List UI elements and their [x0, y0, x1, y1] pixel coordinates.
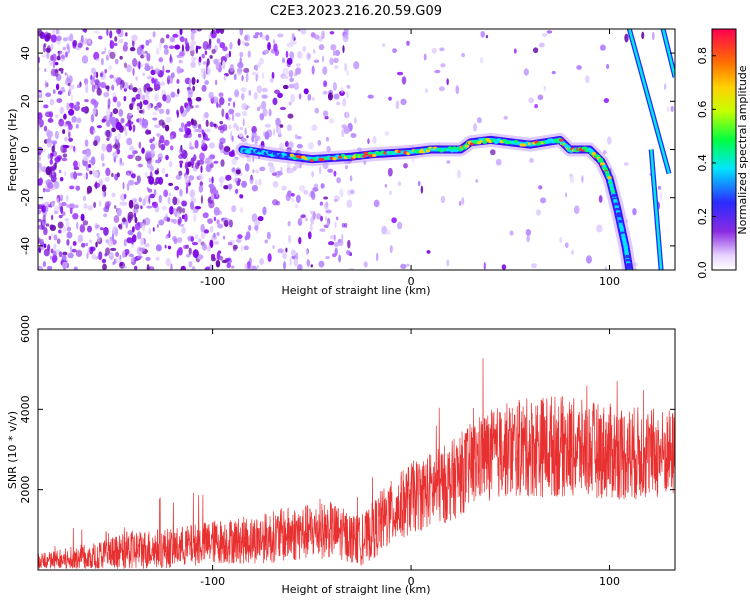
spectrogram-y-label: Frequency (Hz) — [6, 109, 19, 192]
snr-line-path — [38, 358, 675, 569]
colorbar-ticks: 0.0 0.2 0.4 0.6 0.8 — [696, 47, 716, 279]
colorbar-gradient — [711, 28, 737, 271]
colorbar-tick-label: 0.4 — [696, 154, 709, 172]
snr-x-label: Height of straight line (km) — [281, 583, 430, 596]
snr-x-ticks: -100 0 100 — [200, 329, 620, 588]
x-tick-label: -100 — [200, 575, 225, 588]
x-tick-label: 100 — [599, 275, 620, 288]
chart-title: C2E3.2023.216.20.59.G09 — [270, 4, 442, 19]
y-tick-label: -40 — [19, 237, 32, 255]
colorbar-tick-label: 0.6 — [696, 101, 709, 119]
alias-ridge-core — [628, 29, 671, 174]
y-tick-label: 20 — [19, 94, 32, 108]
ridge-band — [240, 137, 632, 270]
y-tick-label: 6000 — [19, 315, 32, 343]
colorbar-tick-label: 0.2 — [696, 208, 709, 226]
spectrogram-ridge — [235, 29, 675, 270]
x-tick-label: -100 — [200, 275, 225, 288]
snr-y-label: SNR (10 * v/v) — [6, 411, 19, 489]
snr-y-ticks: 2000 4000 6000 — [19, 315, 675, 504]
spectrogram-y-ticks: -40 -20 0 20 40 — [19, 46, 675, 255]
x-tick-label: 0 — [408, 575, 415, 588]
colorbar-tick-label: 0.8 — [696, 47, 709, 65]
colorbar: 0.0 0.2 0.4 0.6 0.8 Normalized spectral ampl… — [696, 28, 749, 279]
snr-frame — [37, 328, 676, 571]
snr-panel: -100 0 100 2000 4000 6000 Height of straight… — [6, 315, 676, 596]
x-tick-label: 100 — [599, 575, 620, 588]
snr-series-line — [38, 358, 675, 569]
y-tick-label: -20 — [19, 189, 32, 207]
colorbar-tick-label: 0.0 — [696, 261, 709, 279]
spectrogram-x-label: Height of straight line (km) — [281, 284, 430, 297]
x-tick-label: 0 — [408, 275, 415, 288]
y-tick-label: 40 — [19, 46, 32, 60]
spectrogram-panel: -100 0 100 -40 -20 0 20 40 Height of straight … — [6, 28, 676, 297]
y-tick-label: 0 — [19, 146, 32, 153]
colorbar-label: Normalized spectral amplitude — [736, 65, 749, 234]
alias-ridge-hot — [662, 29, 675, 78]
alias-ridge-hot — [650, 149, 662, 270]
y-tick-label: 2000 — [19, 476, 32, 504]
spectrogram-x-ticks: -100 0 100 — [200, 29, 620, 288]
y-tick-label: 4000 — [19, 395, 32, 423]
spectrogram-noise — [38, 29, 674, 270]
